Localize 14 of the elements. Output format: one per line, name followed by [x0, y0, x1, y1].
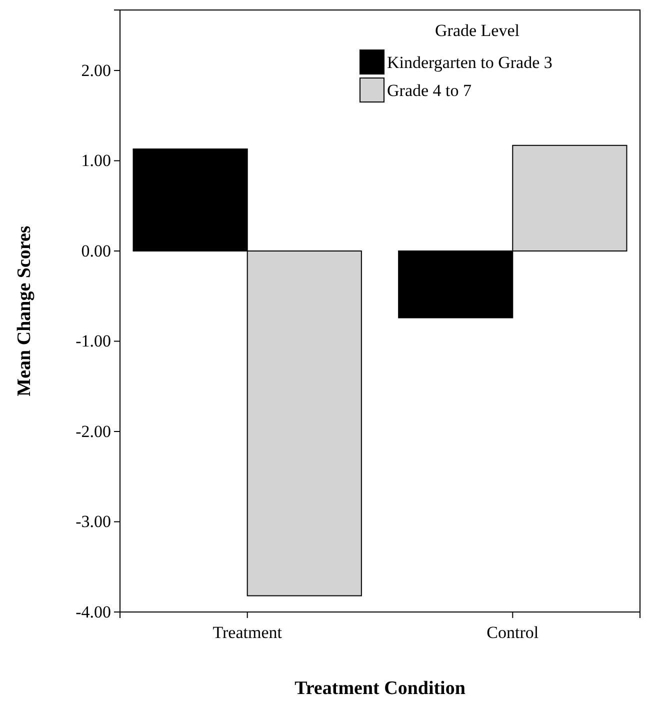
y-tick-label: -4.00	[76, 602, 111, 622]
x-axis-title: Treatment Condition	[294, 678, 466, 699]
y-tick-label: -2.00	[76, 422, 111, 441]
y-tick-label: -3.00	[76, 512, 111, 532]
legend-label: Grade 4 to 7	[387, 81, 472, 100]
y-tick-label: -1.00	[76, 332, 111, 351]
y-axis-title: Mean Change Scores	[14, 226, 35, 396]
x-tick-label: Treatment	[212, 623, 282, 642]
y-tick-label: 1.00	[81, 151, 111, 170]
x-tick-label: Control	[486, 623, 539, 642]
y-tick-label: 2.00	[81, 60, 111, 80]
y-tick-label: 0.00	[81, 241, 111, 260]
legend-title: Grade Level	[435, 21, 520, 40]
legend-label: Kindergarten to Grade 3	[387, 53, 552, 72]
